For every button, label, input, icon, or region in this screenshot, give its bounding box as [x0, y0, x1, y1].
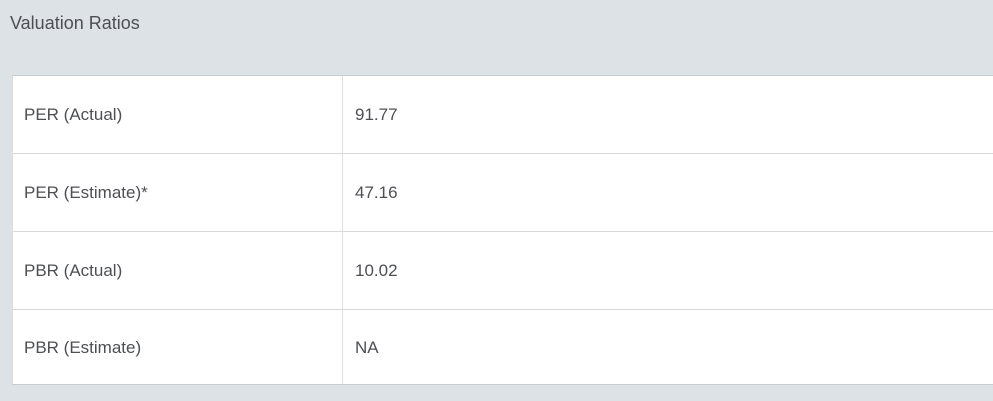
valuation-ratios-table: PER (Actual) 91.77 PER (Estimate)* 47.16… — [12, 75, 993, 385]
row-label: PBR (Estimate) — [13, 310, 343, 384]
widget-title: Valuation Ratios — [10, 13, 140, 33]
row-label: PBR (Actual) — [13, 232, 343, 309]
row-value: 91.77 — [355, 105, 398, 124]
table-row: PER (Estimate)* 47.16 — [13, 154, 993, 232]
table-row: PBR (Actual) 10.02 — [13, 232, 993, 310]
row-value: 47.16 — [355, 183, 398, 202]
row-value: NA — [355, 337, 379, 357]
row-label: PER (Actual) — [13, 76, 343, 153]
row-value: 10.02 — [355, 261, 398, 280]
row-label: PER (Estimate)* — [13, 154, 343, 231]
table-row: PER (Actual) 91.77 — [13, 76, 993, 154]
table-row: PBR (Estimate) NA — [13, 310, 993, 384]
